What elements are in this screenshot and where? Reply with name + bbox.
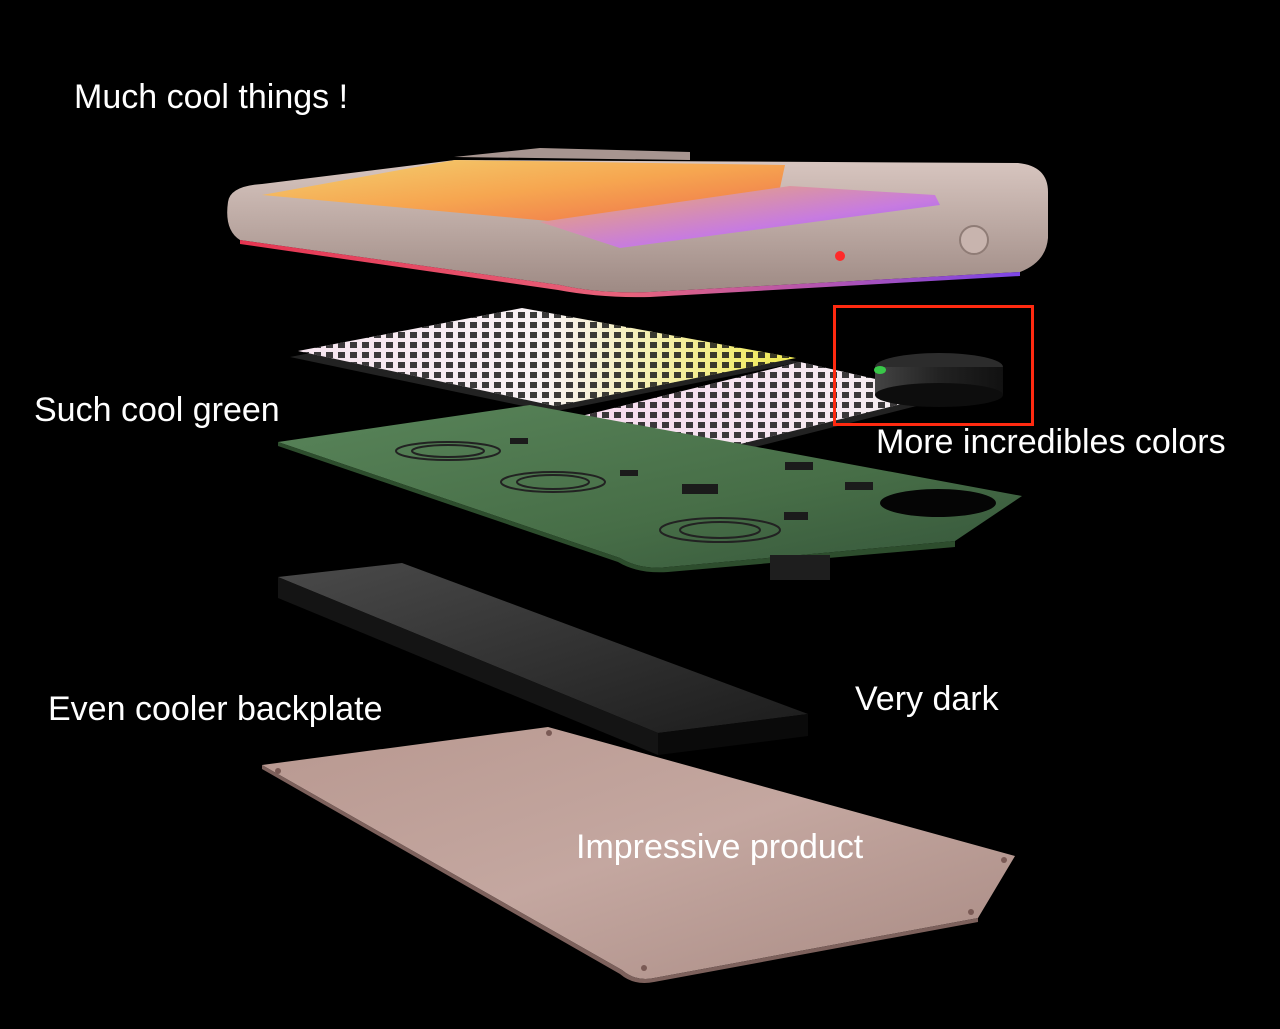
label-green: Such cool green — [34, 391, 280, 429]
base-plate — [262, 727, 1015, 983]
label-backplate: Even cooler backplate — [48, 690, 383, 728]
label-colors: More incredibles colors — [876, 423, 1226, 461]
highlight-frame — [833, 305, 1034, 426]
label-dark: Very dark — [855, 680, 999, 718]
pcb-board — [278, 405, 1022, 580]
keypad-left — [290, 308, 800, 412]
label-top: Much cool things ! — [74, 78, 349, 116]
dark-backplate — [278, 563, 808, 755]
red-led-icon — [835, 251, 845, 261]
top-enclosure — [227, 148, 1048, 298]
rotary-knob-icon — [959, 225, 989, 255]
knob-component — [874, 353, 1003, 407]
label-product: Impressive product — [576, 828, 864, 866]
